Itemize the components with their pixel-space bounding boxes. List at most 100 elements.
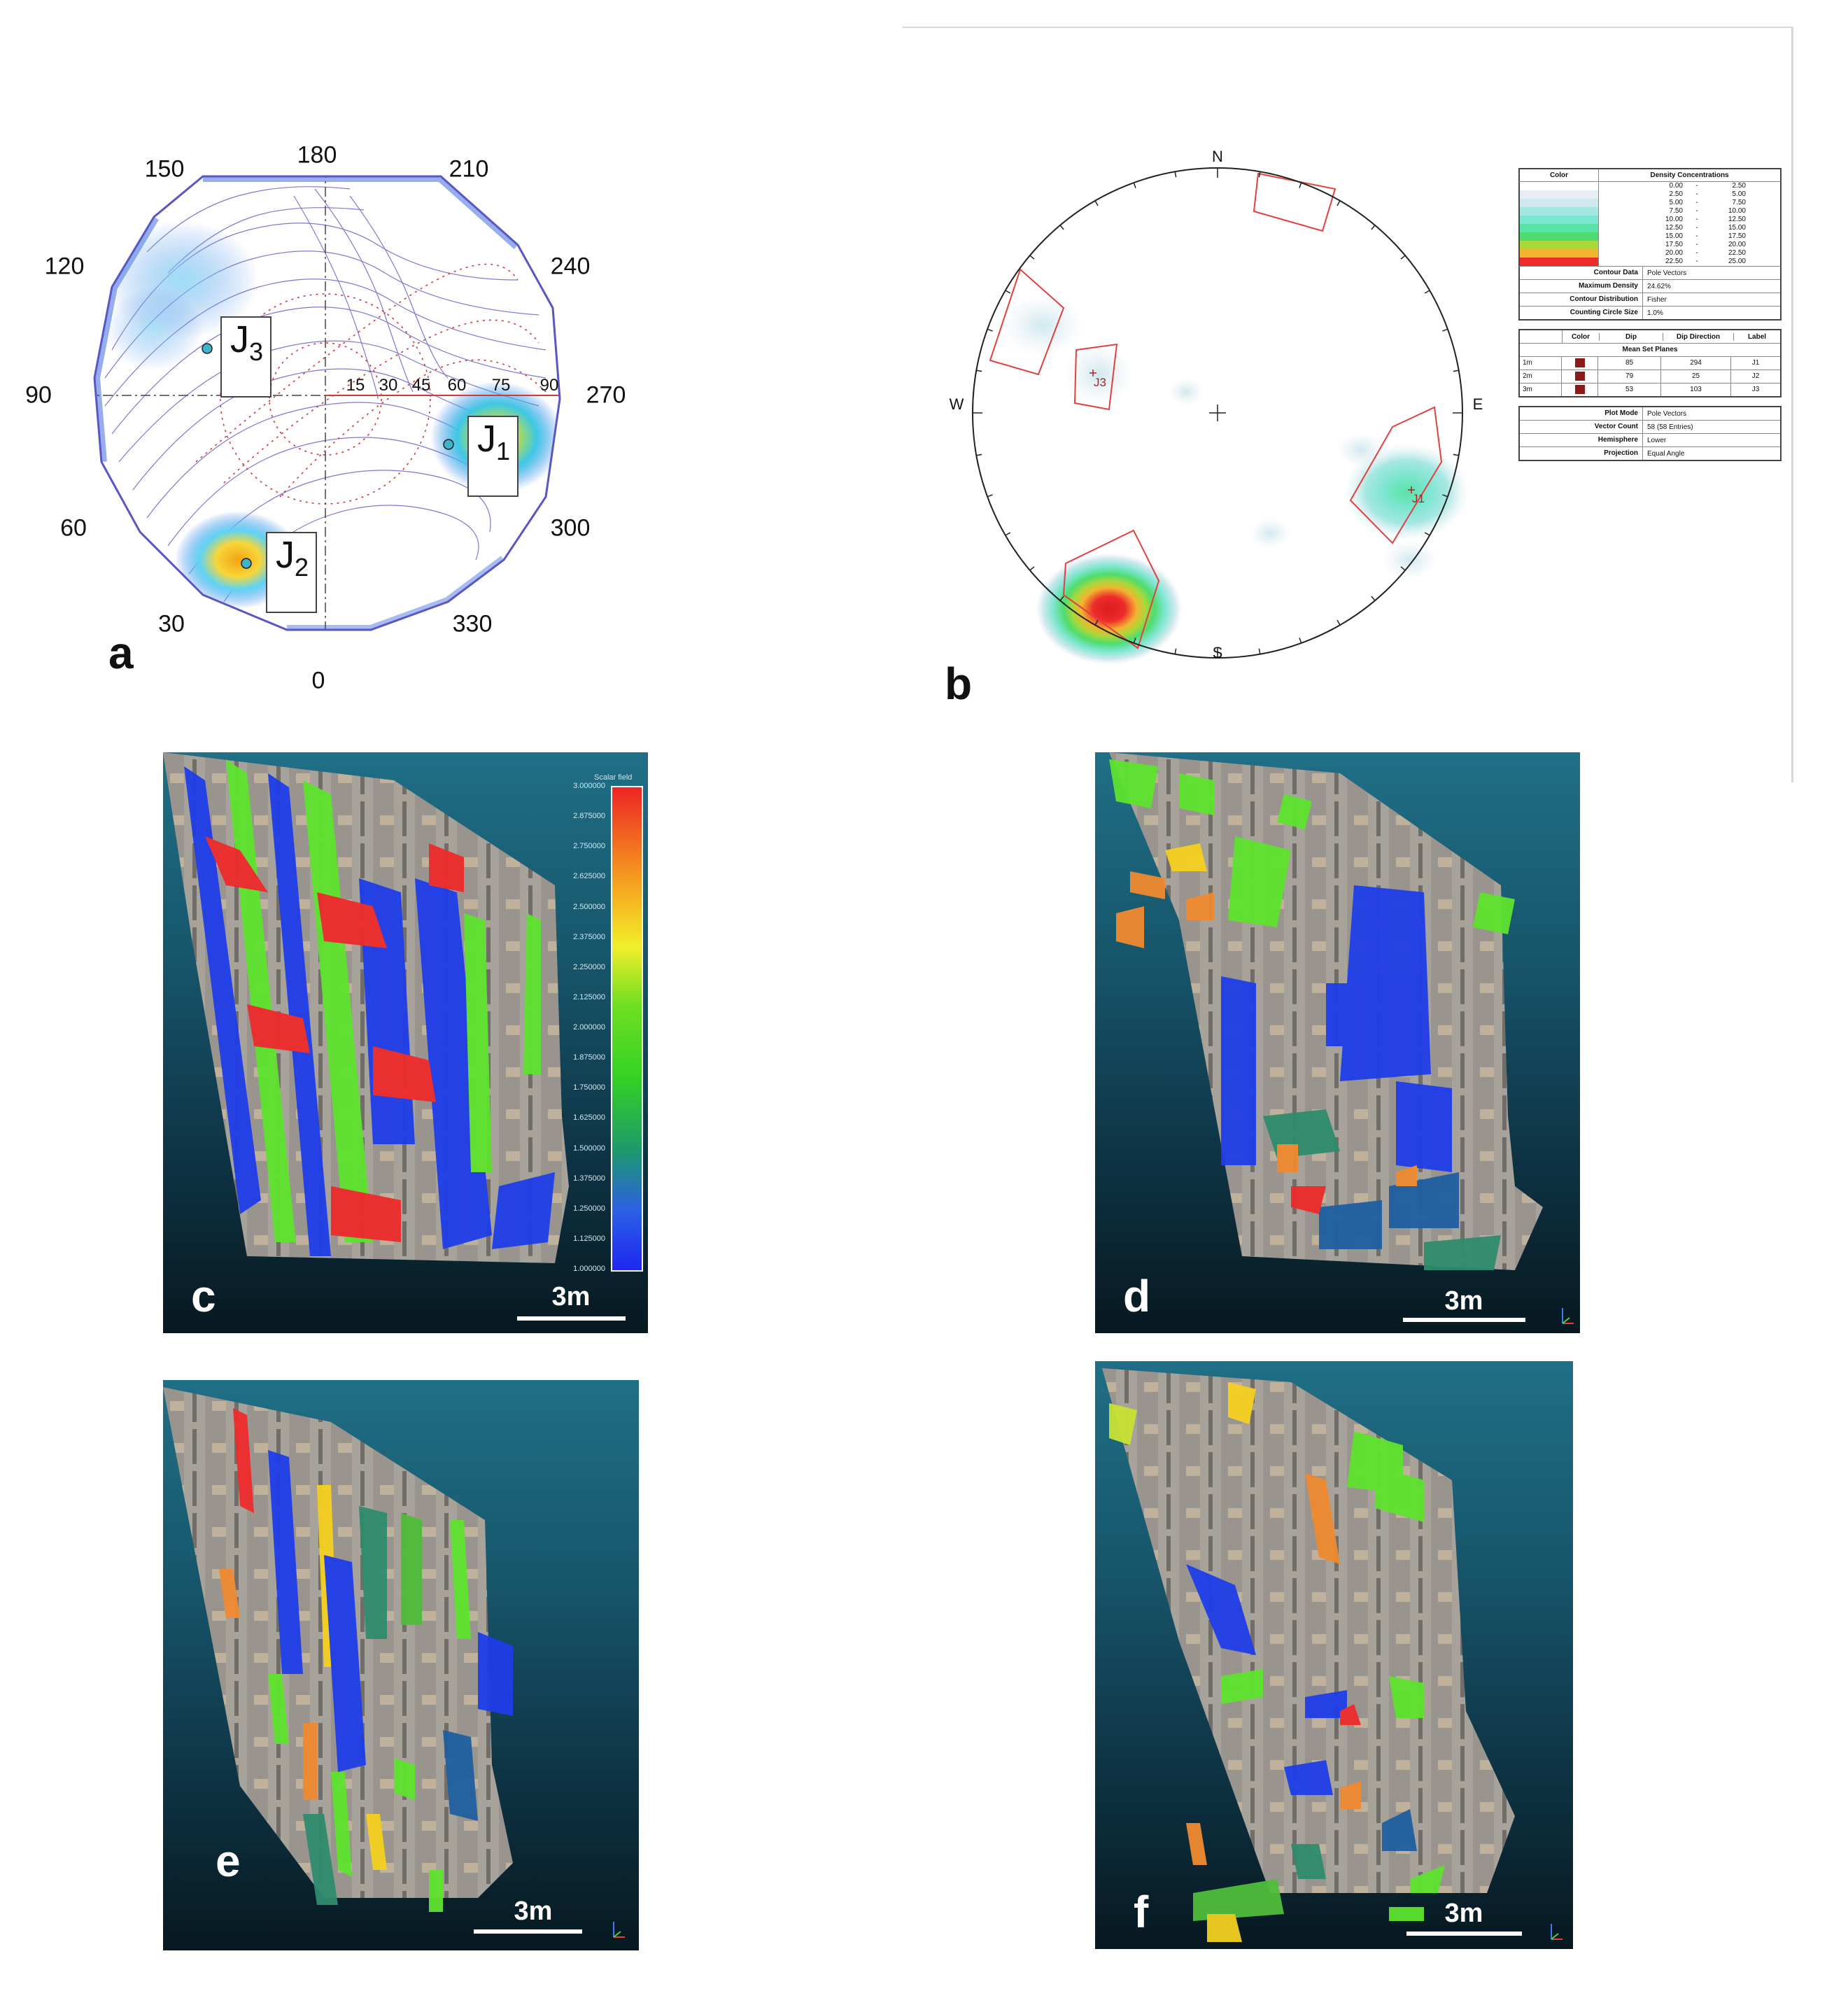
azimuth-label-210: 210 (449, 155, 489, 183)
density-swatch (1520, 258, 1598, 266)
colorbar-tick-label: 2.000000 (573, 1023, 605, 1032)
density-range: 2.50 - 5.00 (1599, 190, 1780, 199)
colorbar-ticks: 3.000000 2.875000 2.750000 2.625000 2.500000… (555, 782, 609, 1273)
azimuth-tick (1442, 328, 1448, 332)
density-from: 5.00 (1669, 199, 1683, 206)
axes-icon (1562, 1308, 1574, 1324)
set-color-swatch (1574, 358, 1585, 367)
azimuth-label-240: 240 (550, 253, 591, 280)
azimuth-tick (1059, 596, 1064, 601)
set-id: 3m (1520, 384, 1562, 396)
legend-row-value: Equal Angle (1647, 449, 1685, 458)
legend-row-value: Pole Vectors (1647, 409, 1687, 418)
legend-row: Contour Data Pole Vectors (1520, 267, 1780, 280)
azimuth-label-90: 90 (25, 381, 52, 409)
density-range: 0.00 - 2.50 (1599, 182, 1780, 190)
set-dipdir: 294 (1661, 357, 1731, 370)
colorbar-tick-label: 2.250000 (573, 962, 605, 971)
density-to: 15.00 (1728, 224, 1746, 232)
dip-label: 75 (491, 376, 511, 395)
density-to: 12.50 (1728, 216, 1746, 223)
azimuth-tick (1400, 566, 1406, 571)
density-range: 22.50 - 25.00 (1599, 258, 1780, 266)
azimuth-tick (1336, 200, 1341, 206)
azimuth-tick (1258, 171, 1261, 178)
set-label-j3: J3 (220, 316, 272, 398)
density-dash: - (1695, 216, 1698, 223)
azimuth-label-120: 120 (44, 253, 85, 280)
set-color (1562, 370, 1598, 383)
azimuth-tick (1258, 648, 1261, 654)
j1-pole-marker (443, 439, 454, 450)
set-label-j2-main: J (276, 534, 295, 576)
mean-set-row: 2m 79 25 J2 (1520, 370, 1780, 384)
legend-row-label: Contour Data (1520, 267, 1643, 279)
legend-row: Maximum Density 24.62% (1520, 280, 1780, 293)
density-to: 22.50 (1728, 249, 1746, 257)
colorbar-tick-label: 2.875000 (573, 812, 605, 821)
density-swatch (1520, 241, 1598, 249)
density-from: 17.50 (1665, 241, 1683, 248)
density-swatch (1520, 249, 1598, 258)
stereonet-legend: Color Density Concentrations 0.00-2.50 2.… (1518, 168, 1782, 461)
density-range: 7.50 - 10.00 (1599, 207, 1780, 216)
colorbar-tick-label: 2.625000 (573, 872, 605, 881)
density-to: 7.50 (1732, 199, 1746, 206)
azimuth-tick (1174, 648, 1177, 654)
azimuth-label-300: 300 (550, 514, 591, 542)
set-label-j1: J1 (1412, 492, 1425, 505)
density-dash: - (1695, 207, 1698, 215)
density-dash: - (1695, 199, 1698, 206)
set-label: J1 (1751, 359, 1760, 367)
azimuth-tick (1371, 225, 1376, 230)
azimuth-tick (1400, 255, 1406, 260)
azimuth-tick (1336, 619, 1341, 626)
azimuth-tick (1299, 638, 1302, 644)
panel-letter-f: f (1134, 1887, 1149, 1937)
panel-letter-b: b (945, 659, 973, 709)
density-range: 10.00 - 12.50 (1599, 216, 1780, 224)
legend-row-label: Contour Distribution (1520, 293, 1643, 306)
rock-face-f (1102, 1368, 1515, 1942)
azimuth-tick (987, 328, 993, 332)
legend-row: Contour Distribution Fisher (1520, 293, 1780, 307)
density-from: 7.50 (1669, 207, 1683, 215)
panel-e-point-cloud: 3m e (163, 1380, 639, 1950)
set-color (1562, 384, 1598, 396)
dip-label: 30 (379, 376, 398, 395)
scale-bar (474, 1929, 582, 1934)
dip-label: 90 (539, 376, 559, 395)
set-label-j1: J1 (467, 416, 519, 497)
azimuth-tick (1299, 182, 1302, 188)
set-table-header-dipdir: Dip Direction (1663, 332, 1734, 341)
azimuth-tick (1005, 532, 1011, 536)
plot-rows: Plot Mode Pole Vectors Vector Count 58 (58 … (1518, 406, 1782, 461)
density-from: 0.00 (1669, 182, 1683, 190)
compass-west: W (949, 395, 964, 413)
density-stereonet: J3 J1 (972, 167, 1469, 665)
mean-set-row: 1m 85 294 J1 (1520, 357, 1780, 370)
scale-label: 3m (551, 1282, 591, 1311)
density-dash: - (1695, 224, 1698, 232)
legend-row-value: Fisher (1647, 295, 1667, 304)
azimuth-label-60: 60 (60, 514, 87, 542)
set-color-swatch (1574, 371, 1585, 381)
density-dash: - (1695, 249, 1698, 257)
axes-icon (613, 1922, 625, 1938)
set-id: 1m (1520, 357, 1562, 370)
azimuth-label-270: 270 (586, 381, 626, 409)
azimuth-label-330: 330 (452, 610, 493, 638)
density-from: 2.50 (1669, 190, 1683, 198)
legend-header-title: Density Concentrations (1650, 171, 1729, 179)
set-label-j2-sub: 2 (295, 552, 309, 582)
rock-face-d (1109, 752, 1543, 1270)
azimuth-tick (1371, 596, 1376, 601)
azimuth-tick (1094, 200, 1099, 206)
density-dash: - (1695, 232, 1698, 240)
density-range: 15.00 - 17.50 (1599, 232, 1780, 241)
colorbar-tick-label: 1.750000 (573, 1083, 605, 1092)
azimuth-tick (1133, 182, 1136, 188)
colorbar-tick-label: 2.375000 (573, 932, 605, 941)
colorbar-tick-label: 1.625000 (573, 1113, 605, 1123)
azimuth-tick (1424, 290, 1430, 294)
